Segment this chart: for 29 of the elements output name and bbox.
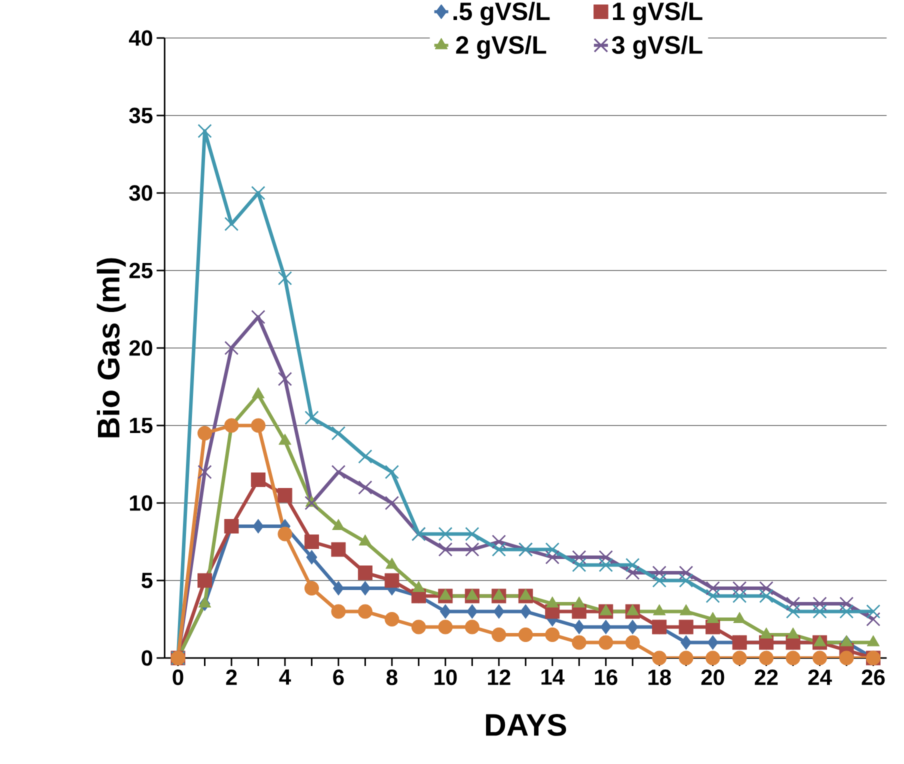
legend-label: .5 gVS/L xyxy=(453,2,550,26)
x-tick-label: 26 xyxy=(862,670,885,686)
y-tick-label: 35 xyxy=(129,108,152,124)
x-tick-label: 4 xyxy=(279,670,291,685)
legend-label: 1 gVS/L xyxy=(612,2,702,26)
y-tick-label: 20 xyxy=(129,340,152,356)
x-tick-label: 10 xyxy=(434,670,457,686)
y-tick-label: 25 xyxy=(129,262,152,278)
legend-label: 3 gVS/L xyxy=(612,36,702,59)
x-tick-label: 12 xyxy=(488,670,510,685)
y-tick-label: 15 xyxy=(130,418,152,434)
legend-label: 2 gVS/L xyxy=(456,36,546,59)
x-tick-label: 24 xyxy=(808,670,832,685)
y-tick-label: 5 xyxy=(142,572,152,588)
x-tick-label: 20 xyxy=(701,670,724,686)
x-tick-label: 18 xyxy=(648,670,671,686)
y-axis-title: Bio Gas (ml) xyxy=(96,258,126,438)
x-tick-label: 2 xyxy=(226,670,237,685)
y-tick-label: 0 xyxy=(142,650,152,666)
x-tick-label: 8 xyxy=(386,670,398,686)
y-tick-label: 40 xyxy=(128,30,152,46)
x-tick-label: 6 xyxy=(333,670,344,686)
x-axis-title: DAYS xyxy=(486,714,566,736)
x-tick-label: 0 xyxy=(172,670,184,686)
x-tick-label: 14 xyxy=(542,670,564,685)
x-tick-label: 16 xyxy=(595,670,618,686)
y-tick-label: 10 xyxy=(130,495,152,511)
y-tick-label: 30 xyxy=(129,185,152,201)
x-tick-label: 22 xyxy=(754,670,778,685)
